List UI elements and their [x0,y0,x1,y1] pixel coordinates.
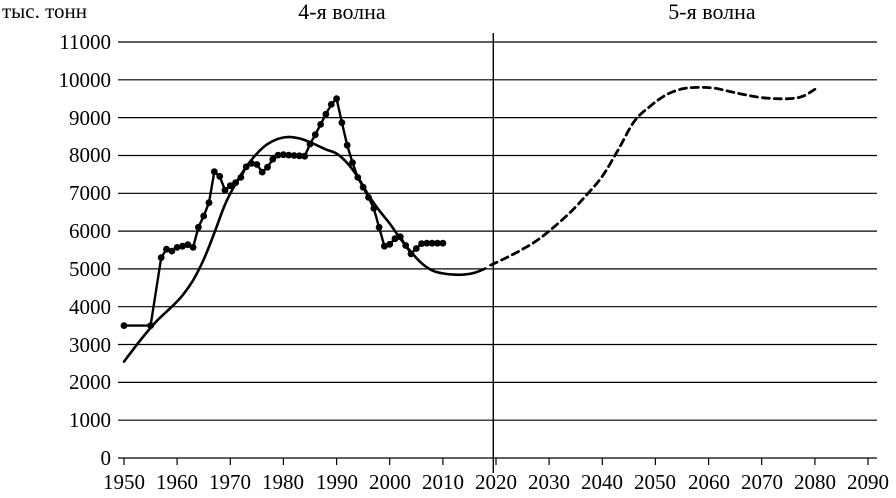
y-tick-label-3000: 3000 [69,333,111,357]
data-point-marker [253,161,261,168]
data-point-marker [439,239,447,247]
data-point-marker [418,240,425,248]
data-point-marker [195,223,202,231]
data-point-marker [163,245,170,253]
x-tick-label-2020: 2020 [475,470,517,494]
data-point-marker [343,141,351,149]
data-point-marker [434,239,441,247]
data-point-marker [322,110,330,118]
y-tick-label-4000: 4000 [69,295,111,319]
y-tick-label-7000: 7000 [69,181,111,205]
y-tick-label-11000: 11000 [59,30,111,54]
data-point-marker [258,168,266,176]
data-point-marker [189,244,197,251]
x-tick-label-2060: 2060 [688,470,730,494]
x-tick-label-2050: 2050 [634,470,676,494]
wave5-title: 5-я волна [668,0,756,24]
x-axis-ticks [123,458,869,465]
x-tick-label-2010: 2010 [422,470,464,494]
data-point-marker [221,186,229,194]
series-line-trend-4th-wave [122,135,487,363]
x-tick-label-2070: 2070 [741,470,783,494]
data-point-marker [179,242,186,250]
x-tick-label-1960: 1960 [156,470,198,494]
data-point-marker [280,151,287,159]
data-point-marker [205,199,213,207]
data-point-marker [317,121,324,128]
y-tick-label-1000: 1000 [69,408,111,432]
data-point-marker [333,95,340,103]
x-tick-label-2040: 2040 [581,470,623,494]
data-point-marker [157,254,165,261]
data-point-marker [381,242,388,250]
x-tick-label-1970: 1970 [209,470,251,494]
data-point-marker [168,247,176,255]
data-point-marker [375,223,383,231]
data-point-marker [290,152,298,159]
data-point-marker [412,245,420,252]
series-line-observed-4th-wave [122,97,445,327]
x-tick-label-1950: 1950 [103,470,145,494]
x-tick-label-2080: 2080 [794,470,836,494]
data-point-marker [327,101,335,108]
series-line-forecast-5th-wave [489,85,817,267]
x-tick-label-2030: 2030 [528,470,570,494]
data-point-marker [338,119,346,126]
data-point-marker [210,168,218,176]
y-tick-label-6000: 6000 [69,219,111,243]
data-point-marker [428,239,436,247]
data-point-marker [269,155,277,163]
data-point-marker [226,182,234,190]
data-point-marker [173,244,181,251]
data-point-marker [184,241,192,249]
data-point-marker [311,131,319,139]
data-point-marker [391,235,399,243]
y-tick-label-2000: 2000 [69,370,111,394]
data-point-marker [216,172,224,180]
data-point-marker [423,239,431,247]
x-tick-label-2000: 2000 [369,470,411,494]
y-tick-label-10000: 10000 [58,68,112,92]
series-forecast-5th-wave [489,85,817,267]
data-point-marker [349,159,356,167]
x-tick-label-1980: 1980 [262,470,304,494]
data-point-marker [120,322,128,329]
y-tick-label-5000: 5000 [69,257,111,281]
series-observed-4th-wave [120,95,447,329]
data-point-marker [296,152,303,160]
data-point-marker [285,151,293,159]
data-point-marker [274,151,282,159]
y-tick-label-8000: 8000 [69,143,111,167]
y-axis-unit-label: тыс. тонн [2,0,87,23]
data-point-marker [264,163,271,171]
y-tick-label-9000: 9000 [69,106,111,130]
gridlines [118,41,877,459]
data-point-marker [301,152,309,160]
data-point-marker [200,212,208,220]
x-tick-label-1990: 1990 [316,470,358,494]
series-trend-4th-wave [122,135,487,363]
data-point-marker [386,240,394,248]
wave4-title: 4-я волна [298,0,386,24]
y-tick-label-0: 0 [100,446,112,470]
x-tick-label-2090: 2090 [847,470,889,494]
